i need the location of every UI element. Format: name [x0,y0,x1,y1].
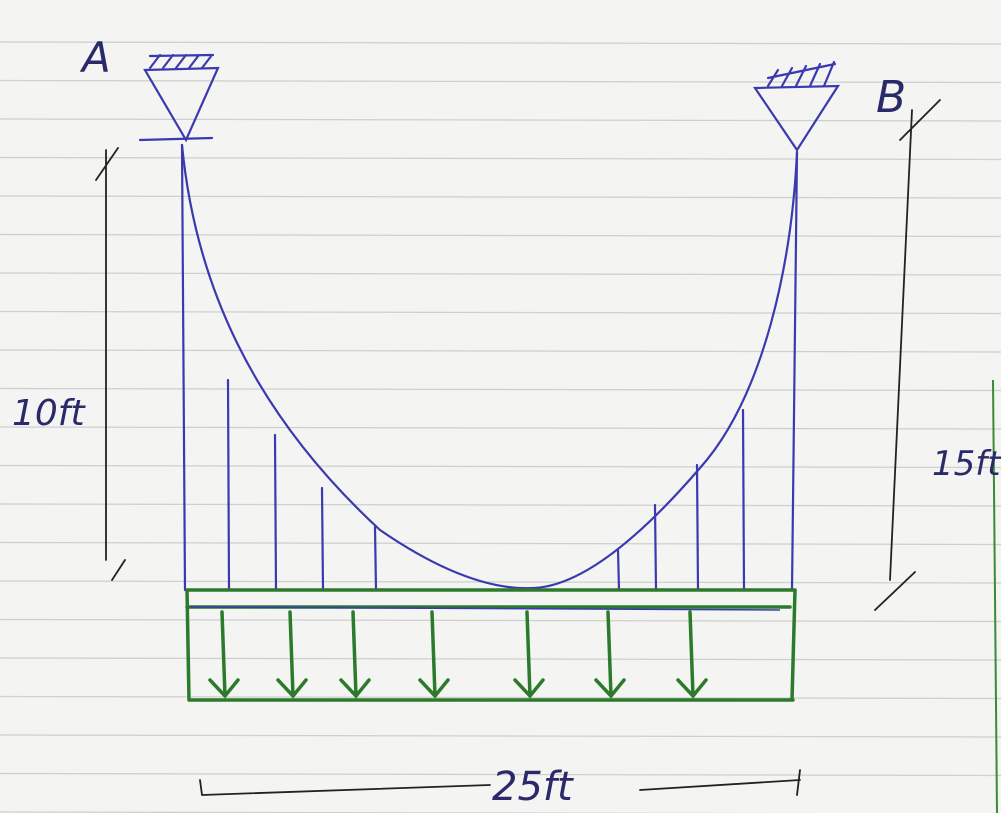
support-b-label: B [876,72,906,123]
paper [0,0,1001,813]
left-height-label: 10ft [12,393,86,434]
span-label: 25ft [492,764,574,810]
right-height-label: 15ft [932,444,1001,484]
support-a-label: A [79,33,111,82]
diagram: A B 10ft 15ft 25ft [0,0,1001,813]
